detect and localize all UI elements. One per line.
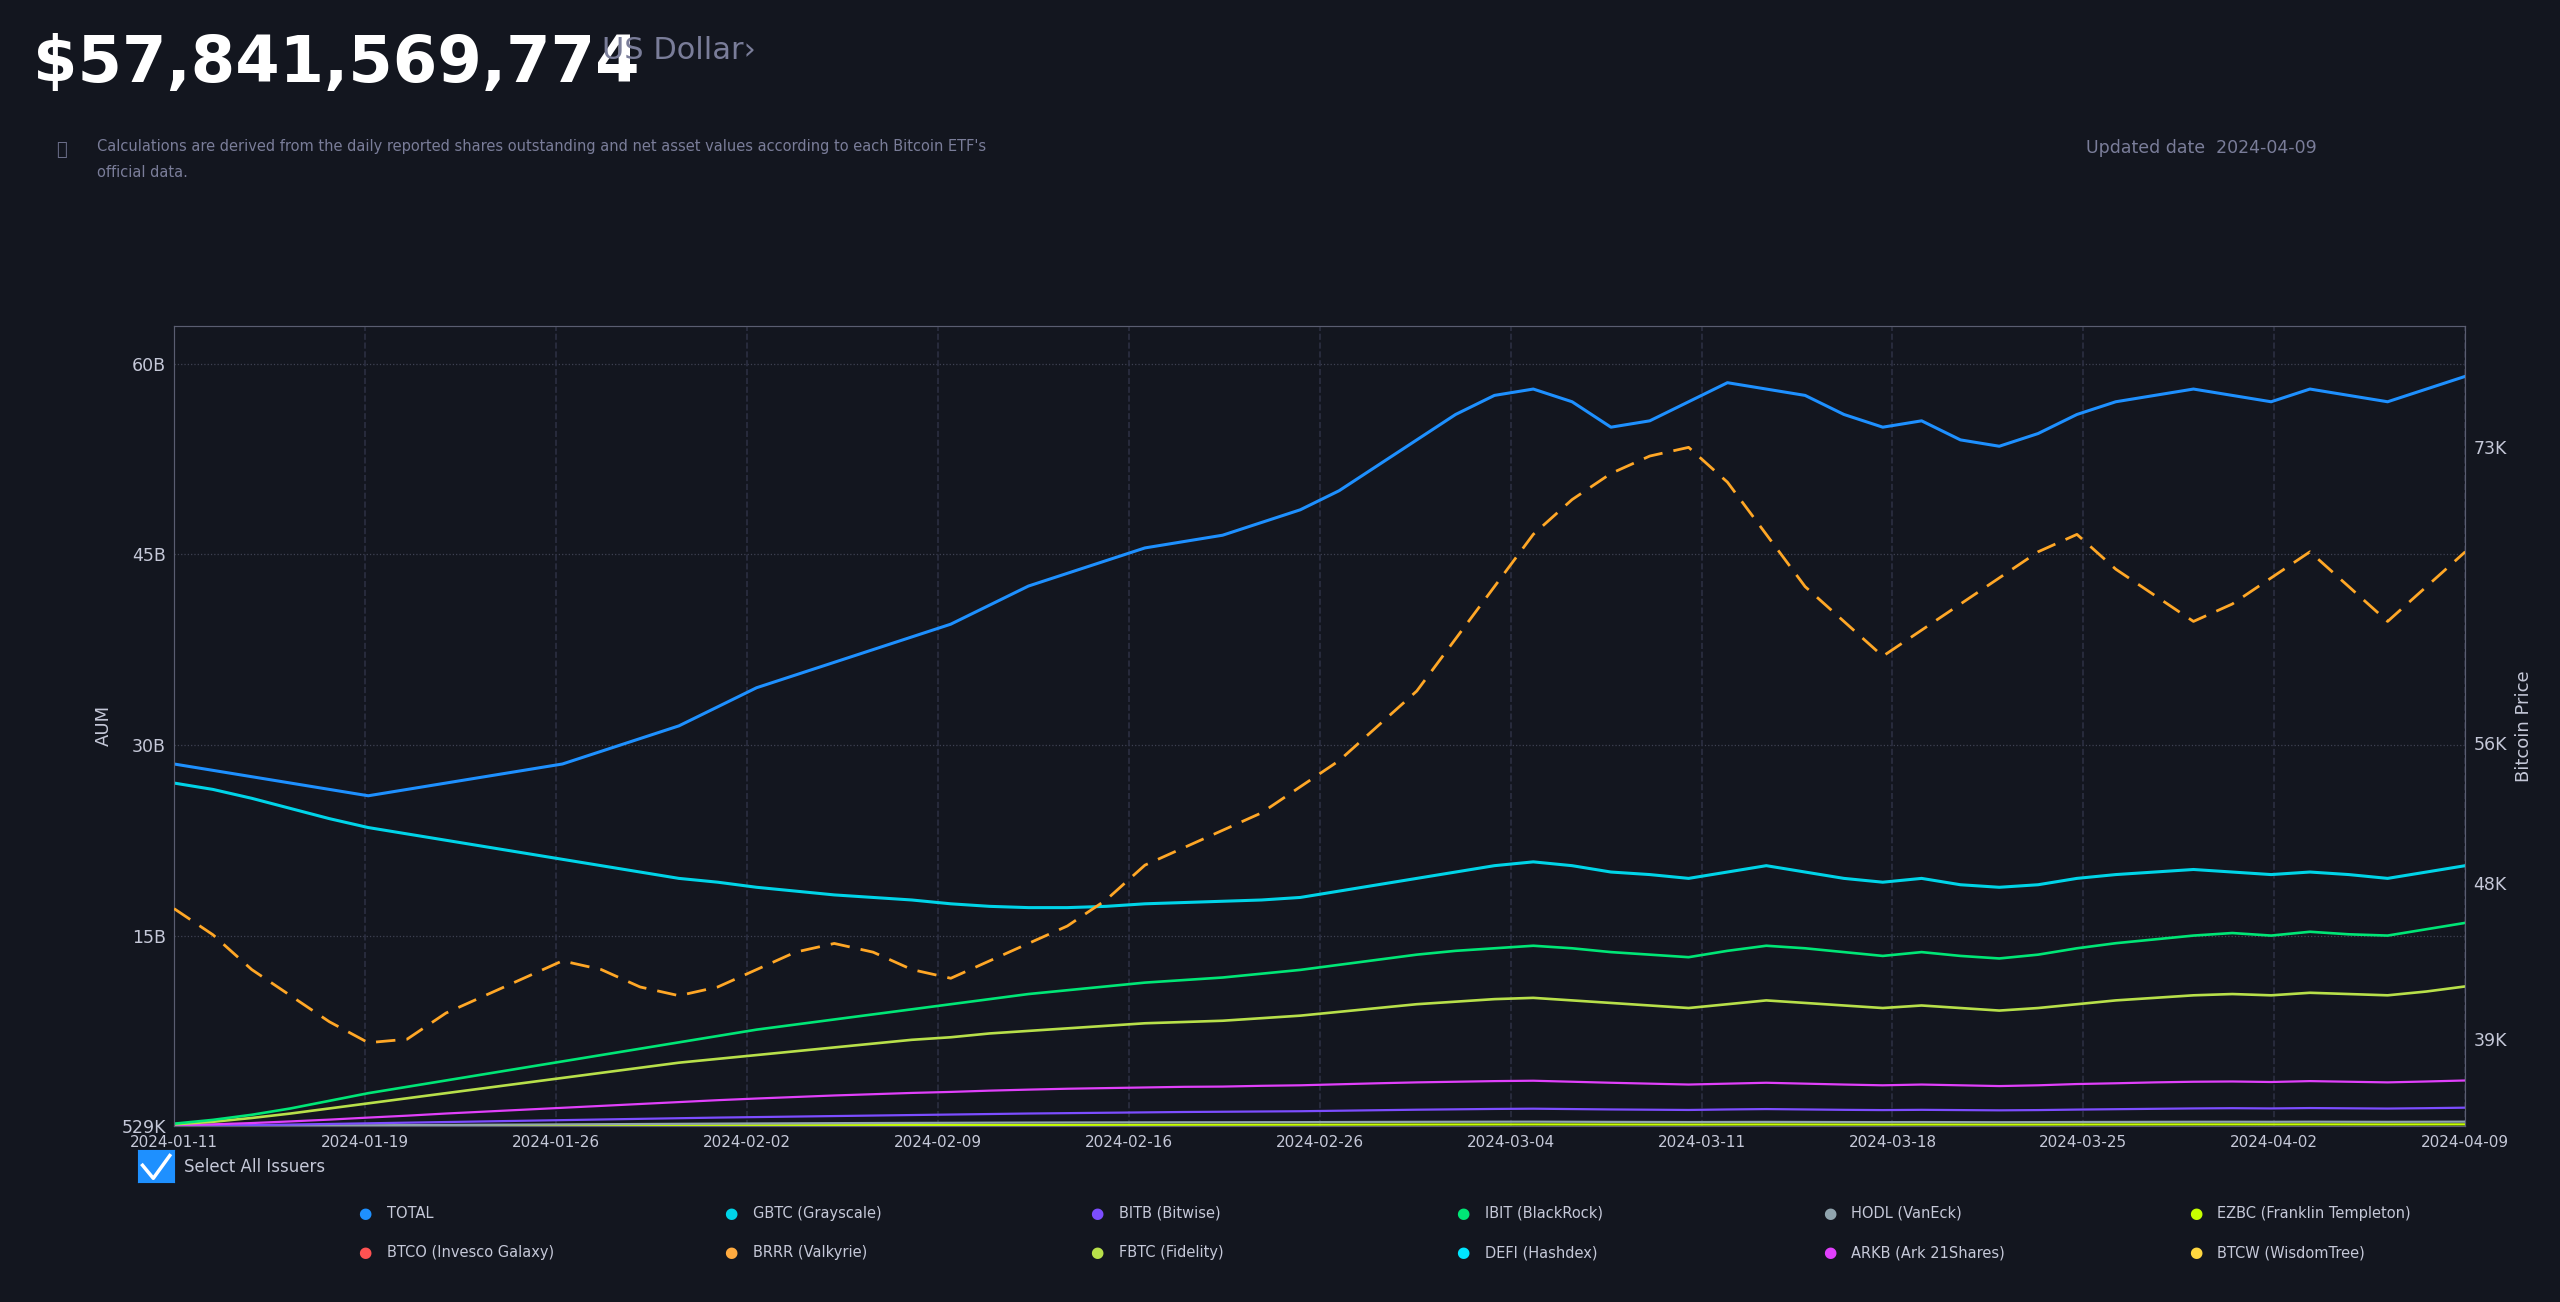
Text: HODL (VanEck): HODL (VanEck) xyxy=(1851,1206,1961,1221)
Text: BTCO (Invesco Galaxy): BTCO (Invesco Galaxy) xyxy=(387,1245,553,1260)
Text: ARKB (Ark 21Shares): ARKB (Ark 21Shares) xyxy=(1851,1245,2004,1260)
Text: FBTC (Fidelity): FBTC (Fidelity) xyxy=(1119,1245,1224,1260)
Text: ●: ● xyxy=(358,1206,371,1221)
Text: ●: ● xyxy=(1823,1245,1836,1260)
Text: GBTC (Grayscale): GBTC (Grayscale) xyxy=(753,1206,881,1221)
Text: ⓘ: ⓘ xyxy=(56,141,67,159)
Text: TOTAL: TOTAL xyxy=(387,1206,433,1221)
Text: ●: ● xyxy=(724,1245,737,1260)
Text: official data.: official data. xyxy=(97,165,187,181)
Text: $57,841,569,774: $57,841,569,774 xyxy=(33,33,640,95)
Text: Updated date  2024-04-09: Updated date 2024-04-09 xyxy=(2086,139,2317,158)
Y-axis label: Bitcoin Price: Bitcoin Price xyxy=(2516,671,2534,781)
Y-axis label: AUM: AUM xyxy=(95,706,113,746)
Text: Calculations are derived from the daily reported shares outstanding and net asse: Calculations are derived from the daily … xyxy=(97,139,986,155)
Text: EZBC (Franklin Templeton): EZBC (Franklin Templeton) xyxy=(2217,1206,2412,1221)
Text: BITB (Bitwise): BITB (Bitwise) xyxy=(1119,1206,1221,1221)
Text: BRRR (Valkyrie): BRRR (Valkyrie) xyxy=(753,1245,868,1260)
Text: ●: ● xyxy=(1823,1206,1836,1221)
Text: ●: ● xyxy=(1091,1245,1103,1260)
Text: US Dollar›: US Dollar› xyxy=(602,36,755,65)
Text: ●: ● xyxy=(724,1206,737,1221)
Text: ●: ● xyxy=(1457,1245,1469,1260)
Text: ●: ● xyxy=(358,1245,371,1260)
Text: DEFI (Hashdex): DEFI (Hashdex) xyxy=(1485,1245,1597,1260)
Text: ●: ● xyxy=(2189,1245,2202,1260)
Text: BTCW (WisdomTree): BTCW (WisdomTree) xyxy=(2217,1245,2365,1260)
Text: Select All Issuers: Select All Issuers xyxy=(184,1157,325,1176)
Text: ●: ● xyxy=(2189,1206,2202,1221)
Text: ●: ● xyxy=(1091,1206,1103,1221)
Text: ●: ● xyxy=(1457,1206,1469,1221)
Text: IBIT (BlackRock): IBIT (BlackRock) xyxy=(1485,1206,1603,1221)
